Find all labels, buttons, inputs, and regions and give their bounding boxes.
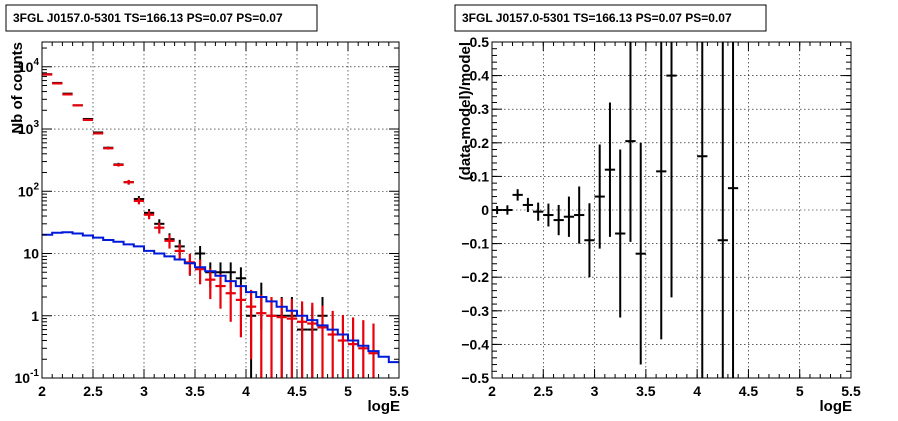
x-tick-label: 3 [591, 383, 599, 399]
y-tick-label: 0.4 [470, 68, 490, 84]
y-tick-label: 0.1 [470, 168, 490, 184]
x-tick-label: 5 [796, 383, 804, 399]
right-y-axis-title: (data-model)/model [457, 42, 474, 180]
left-panel: 3FGL J0157.0-5301 TS=166.13 PS=0.07 PS=0… [5, 4, 409, 415]
right-grid [492, 42, 851, 378]
left-x-tick-labels: 2 2.5 3 3.5 4 4.5 5 5.5 [38, 383, 409, 399]
x-tick-label: 3 [140, 383, 148, 399]
left-x-axis-title: logE [368, 398, 401, 415]
x-tick-label: 3.5 [636, 383, 656, 399]
y-tick-label: 0.5 [470, 34, 490, 50]
x-tick-label: 2.5 [83, 383, 103, 399]
left-plot-area [42, 73, 399, 378]
y-tick-label: 10-1 [15, 368, 40, 386]
x-tick-label: 4.5 [739, 383, 759, 399]
x-tick-label: 4 [693, 383, 701, 399]
left-title: 3FGL J0157.0-5301 TS=166.13 PS=0.07 PS=0… [13, 11, 283, 25]
left-frame [41, 41, 400, 379]
y-tick-label: 1 [31, 308, 39, 324]
right-plot-area [492, 42, 739, 378]
left-title-box [5, 4, 318, 32]
x-tick-label: 5 [344, 383, 352, 399]
y-tick-label: −0.3 [461, 303, 489, 319]
left-ticks [41, 42, 400, 379]
y-tick-label: 0 [481, 202, 489, 218]
model-errorbar-series [42, 73, 379, 378]
x-tick-label: 3.5 [185, 383, 205, 399]
y-tick-label: −0.2 [461, 269, 489, 285]
y-tick-label: −0.4 [461, 336, 489, 352]
right-x-axis-title: logE [820, 398, 853, 415]
x-tick-label: 5.5 [389, 383, 409, 399]
y-tick-label: 0.3 [470, 101, 490, 117]
left-y-axis-title: Nb of counts [9, 42, 26, 134]
right-title-box [454, 4, 767, 32]
x-tick-label: 5.5 [841, 383, 861, 399]
left-grid [42, 42, 399, 378]
x-tick-label: 4 [242, 383, 250, 399]
x-tick-label: 2 [488, 383, 496, 399]
right-y-tick-labels: −0.5 −0.4 −0.3 −0.2 −0.1 0 0.1 0.2 0.3 0.4 0.5 [461, 34, 489, 386]
y-tick-label: 0.2 [470, 135, 490, 151]
right-x-tick-labels: 2 2.5 3 3.5 4 4.5 5 5.5 [488, 383, 861, 399]
right-panel: 3FGL J0157.0-5301 TS=166.13 PS=0.07 PS=0… [454, 4, 861, 415]
y-tick-label: −0.5 [461, 370, 489, 386]
y-tick-label: 102 [18, 181, 40, 199]
x-tick-label: 2 [38, 383, 46, 399]
x-tick-label: 2.5 [534, 383, 554, 399]
x-tick-label: 4.5 [287, 383, 307, 399]
y-tick-label: −0.1 [461, 236, 489, 252]
source-model-step-line [42, 231, 399, 364]
right-title: 3FGL J0157.0-5301 TS=166.13 PS=0.07 PS=0… [462, 11, 732, 25]
right-ticks [491, 41, 852, 379]
data-errorbar-series [492, 42, 739, 378]
y-tick-label: 10 [23, 246, 39, 262]
